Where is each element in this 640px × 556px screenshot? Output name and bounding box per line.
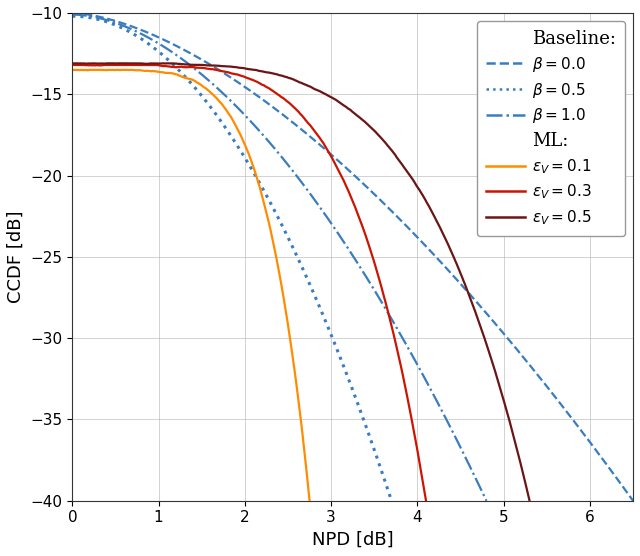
X-axis label: NPD [dB]: NPD [dB] [312, 531, 394, 549]
Legend: Baseline:, $\beta = 0.0$, $\beta = 0.5$, $\beta = 1.0$, ML:, $\epsilon_V = 0.1$,: Baseline:, $\beta = 0.0$, $\beta = 0.5$,… [477, 21, 625, 236]
Y-axis label: CCDF [dB]: CCDF [dB] [7, 211, 25, 303]
